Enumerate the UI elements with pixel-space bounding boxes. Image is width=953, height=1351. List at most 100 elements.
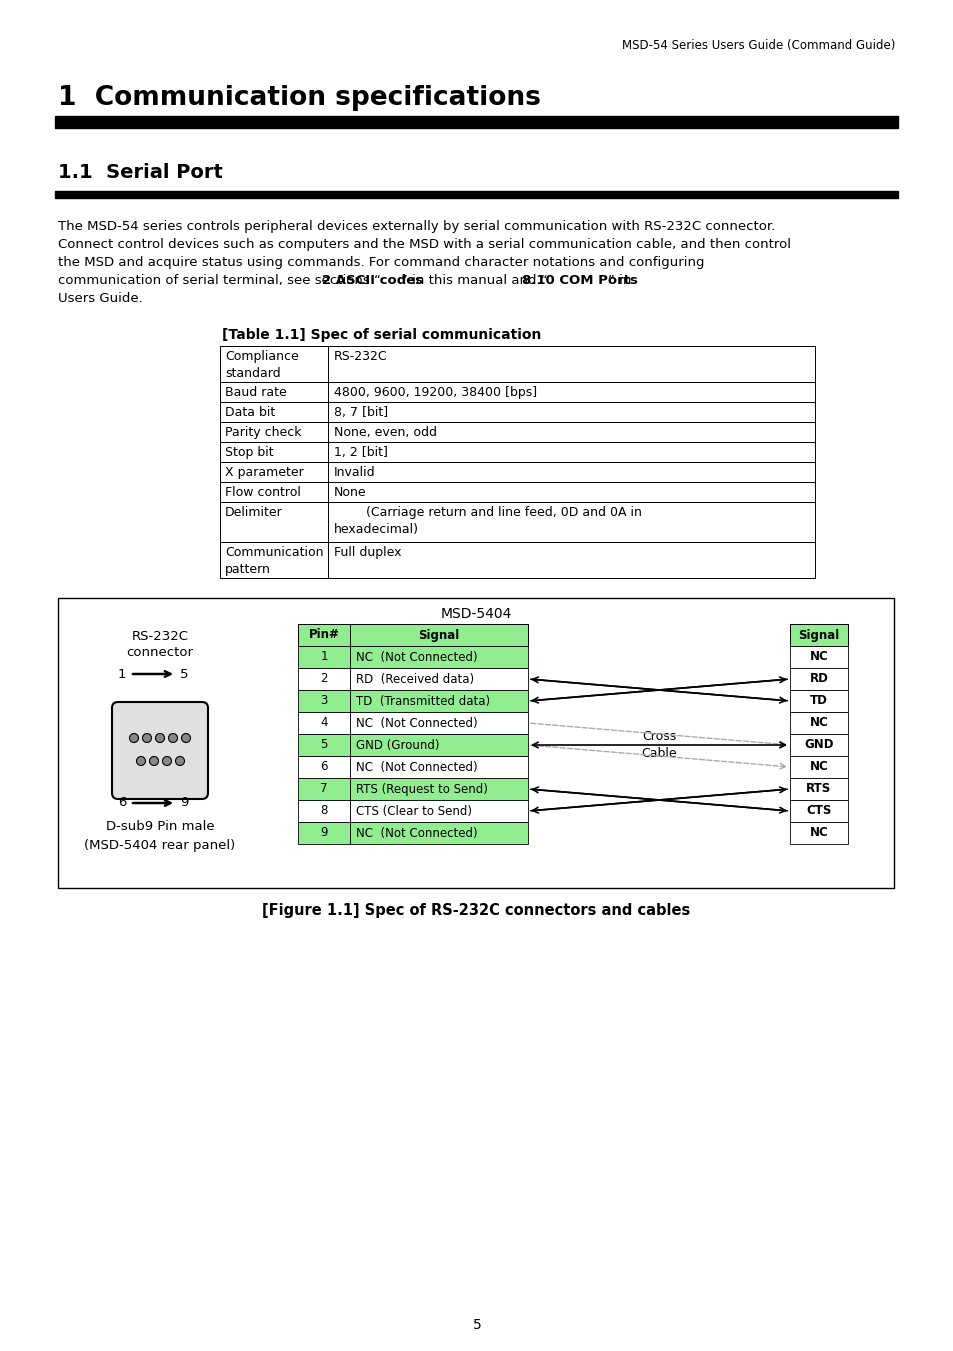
Bar [350,712,527,734]
Text: None, even, odd: None, even, odd [334,426,436,439]
Text: [Table 1.1] Spec of serial communication: [Table 1.1] Spec of serial communication [222,328,540,342]
Text: GND: GND [803,739,833,751]
Bar [350,667,527,690]
Bar [789,646,847,667]
Bar [789,712,847,734]
Text: 6: 6 [118,797,126,809]
Circle shape [169,734,177,743]
Text: 9: 9 [180,797,188,809]
Text: CTS (Clear to Send): CTS (Clear to Send) [355,804,472,817]
Bar [328,542,814,578]
FancyBboxPatch shape [112,703,208,798]
Bar [350,800,527,821]
Bar [328,346,814,382]
Text: RD  (Received data): RD (Received data) [355,673,474,685]
Text: ” in this manual and “: ” in this manual and “ [401,274,547,286]
Text: 1: 1 [118,667,127,681]
Circle shape [142,734,152,743]
Text: Stop bit: Stop bit [225,446,274,459]
Bar [58,598,893,888]
Text: RD: RD [809,673,827,685]
Text: 4800, 9600, 19200, 38400 [bps]: 4800, 9600, 19200, 38400 [bps] [334,386,537,399]
Text: 8, 7 [bit]: 8, 7 [bit] [334,407,388,419]
Text: 4: 4 [320,716,328,730]
Bar [297,734,350,757]
Text: 2 ASCII codes: 2 ASCII codes [322,274,423,286]
Bar [328,503,814,542]
Text: NC: NC [809,716,827,730]
Text: 9: 9 [320,827,328,839]
Text: Delimiter: Delimiter [225,507,282,519]
Bar [328,462,814,482]
Text: Pin#: Pin# [309,628,339,642]
Bar [350,757,527,778]
Text: MSD-54 Series Users Guide (Command Guide): MSD-54 Series Users Guide (Command Guide… [621,38,894,51]
Text: RTS: RTS [805,782,831,796]
Bar [789,624,847,646]
Text: 2: 2 [320,673,328,685]
Text: TD: TD [809,694,827,708]
Text: Connect control devices such as computers and the MSD with a serial communicatio: Connect control devices such as computer… [58,238,790,251]
Text: NC: NC [809,650,827,663]
Bar [297,757,350,778]
Bar [350,646,527,667]
Bar [789,757,847,778]
Text: Users Guide.: Users Guide. [58,292,143,305]
Text: 7: 7 [320,782,328,796]
Text: 1, 2 [bit]: 1, 2 [bit] [334,446,388,459]
Text: X parameter: X parameter [225,466,303,480]
Text: 5: 5 [180,667,189,681]
Text: Compliance
standard: Compliance standard [225,350,298,380]
Bar [350,778,527,800]
Bar [220,422,328,442]
Bar [297,800,350,821]
Text: MSD-5404: MSD-5404 [440,607,511,621]
Circle shape [136,757,146,766]
Text: RS-232C: RS-232C [334,350,387,363]
Bar [55,190,897,199]
Text: RTS (Request to Send): RTS (Request to Send) [355,782,487,796]
Bar [220,346,328,382]
Text: 6: 6 [320,761,328,774]
Text: Cross
Cable: Cross Cable [640,730,676,761]
Text: Full duplex: Full duplex [334,546,401,559]
Bar [789,734,847,757]
Bar [220,503,328,542]
Text: ” in: ” in [607,274,631,286]
Bar [789,778,847,800]
Text: 3: 3 [320,694,327,708]
Text: communication of serial terminal, see sections “: communication of serial terminal, see se… [58,274,380,286]
Bar [350,821,527,844]
Text: None: None [334,486,366,499]
Text: Invalid: Invalid [334,466,375,480]
Text: The MSD-54 series controls peripheral devices externally by serial communication: The MSD-54 series controls peripheral de… [58,220,775,232]
Text: CTS: CTS [805,804,831,817]
Bar [297,667,350,690]
Bar [55,116,897,128]
Text: 1.1  Serial Port: 1.1 Serial Port [58,163,223,182]
Bar [350,624,527,646]
Bar [220,403,328,422]
Text: NC  (Not Connected): NC (Not Connected) [355,716,477,730]
Bar [328,482,814,503]
Text: [Figure 1.1] Spec of RS-232C connectors and cables: [Figure 1.1] Spec of RS-232C connectors … [262,902,689,917]
Text: Signal: Signal [798,628,839,642]
Text: TD  (Transmitted data): TD (Transmitted data) [355,694,490,708]
Bar [328,403,814,422]
Bar [297,624,350,646]
Text: the MSD and acquire status using commands. For command character notations and c: the MSD and acquire status using command… [58,255,703,269]
Circle shape [181,734,191,743]
Text: NC: NC [809,761,827,774]
Bar [789,800,847,821]
Bar [350,690,527,712]
Bar [297,712,350,734]
Bar [297,646,350,667]
Circle shape [130,734,138,743]
Bar [350,734,527,757]
Text: Parity check: Parity check [225,426,301,439]
Bar [789,690,847,712]
Text: D-sub9 Pin male: D-sub9 Pin male [106,820,214,832]
Text: Communication
pattern: Communication pattern [225,546,323,576]
Bar [220,482,328,503]
Bar [328,442,814,462]
